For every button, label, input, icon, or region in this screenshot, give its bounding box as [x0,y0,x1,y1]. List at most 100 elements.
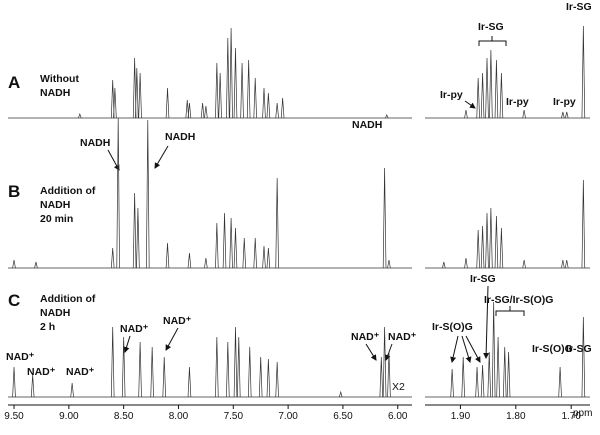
peak [229,217,233,269]
peak [476,77,480,119]
peak [200,102,205,119]
peak [253,77,257,119]
peak [581,25,586,119]
peak [266,247,271,269]
peak [30,374,35,398]
peak [581,179,586,269]
peak [165,242,170,269]
peak [218,72,222,119]
peak [558,366,562,398]
peak [187,102,192,119]
panel-label: C [8,291,20,310]
description: 2 h [40,321,55,333]
peak [275,361,279,398]
peak [461,356,465,398]
bracket [495,306,525,316]
peak [522,259,526,269]
peak [150,346,154,398]
peak [78,112,82,119]
annotation: Ir-py [553,96,576,108]
peak [480,72,485,119]
description: Addition of [40,293,96,305]
peak [475,366,479,398]
peak [215,62,219,119]
annotation: Ir-SG [566,343,592,355]
peak [34,261,38,269]
x-tick-label: 6.00 [388,411,408,422]
peak [565,111,569,119]
annotation: Ir-S(O)G [432,321,473,333]
peak [246,59,251,119]
peak [165,87,170,119]
arrow [165,327,179,351]
peak [262,245,266,269]
peak [561,111,565,119]
annotation: Ir-py [506,96,529,108]
arrow [465,335,481,363]
peak [222,212,227,269]
peak [146,119,150,269]
peak [499,72,504,119]
x-tick-label: 9.00 [59,411,79,422]
peak [110,326,115,398]
peak [485,212,489,269]
peak [132,57,137,119]
peak [266,92,271,119]
peak [581,316,586,398]
peak [110,79,115,119]
peak [204,257,208,269]
peak [379,356,384,398]
annotation: Ir-SG/Ir-S(O)G [484,294,553,306]
arrow [154,145,169,169]
x-tick-label: 1.80 [506,411,526,422]
peak [226,37,230,119]
peak [12,366,16,398]
peak [489,207,493,269]
peak [494,215,499,269]
annotation: NADH [352,119,382,131]
peak [561,259,565,269]
annotation: Ir-S(O)G [532,343,573,355]
description: NADH [40,87,70,99]
bracket [478,36,507,46]
peak [70,382,74,398]
peak [132,192,137,269]
peak [339,390,343,398]
description: NADH [40,307,70,319]
peak [442,261,446,269]
annotation: Ir-SG [478,21,504,33]
peak [116,117,120,269]
peak [387,351,391,398]
x-tick-label: 7.00 [278,411,298,422]
annotation: NAD⁺ [6,351,35,363]
peak [258,356,263,398]
peak [229,27,233,119]
peak [502,346,507,398]
description: 20 min [40,213,73,225]
peak [480,364,485,398]
peak [480,225,485,269]
peak [491,301,496,398]
peak [387,259,391,269]
panel-label: A [8,73,20,92]
peak [237,336,241,398]
peak [280,97,285,119]
x-tick-label: 1.70 [561,411,581,422]
peak [247,346,252,398]
peak [215,222,219,269]
annotation: NAD⁺ [66,366,95,378]
description: Addition of [40,185,96,197]
peak [464,257,468,269]
peak [476,229,480,269]
peak [494,59,499,119]
peak [487,351,491,398]
peak [253,237,257,269]
peak [499,227,504,269]
peak [233,47,238,119]
peak [275,177,279,269]
peak [204,105,208,119]
peak [226,341,230,398]
x-axis-label: ppm [573,408,592,419]
peak [522,109,526,119]
